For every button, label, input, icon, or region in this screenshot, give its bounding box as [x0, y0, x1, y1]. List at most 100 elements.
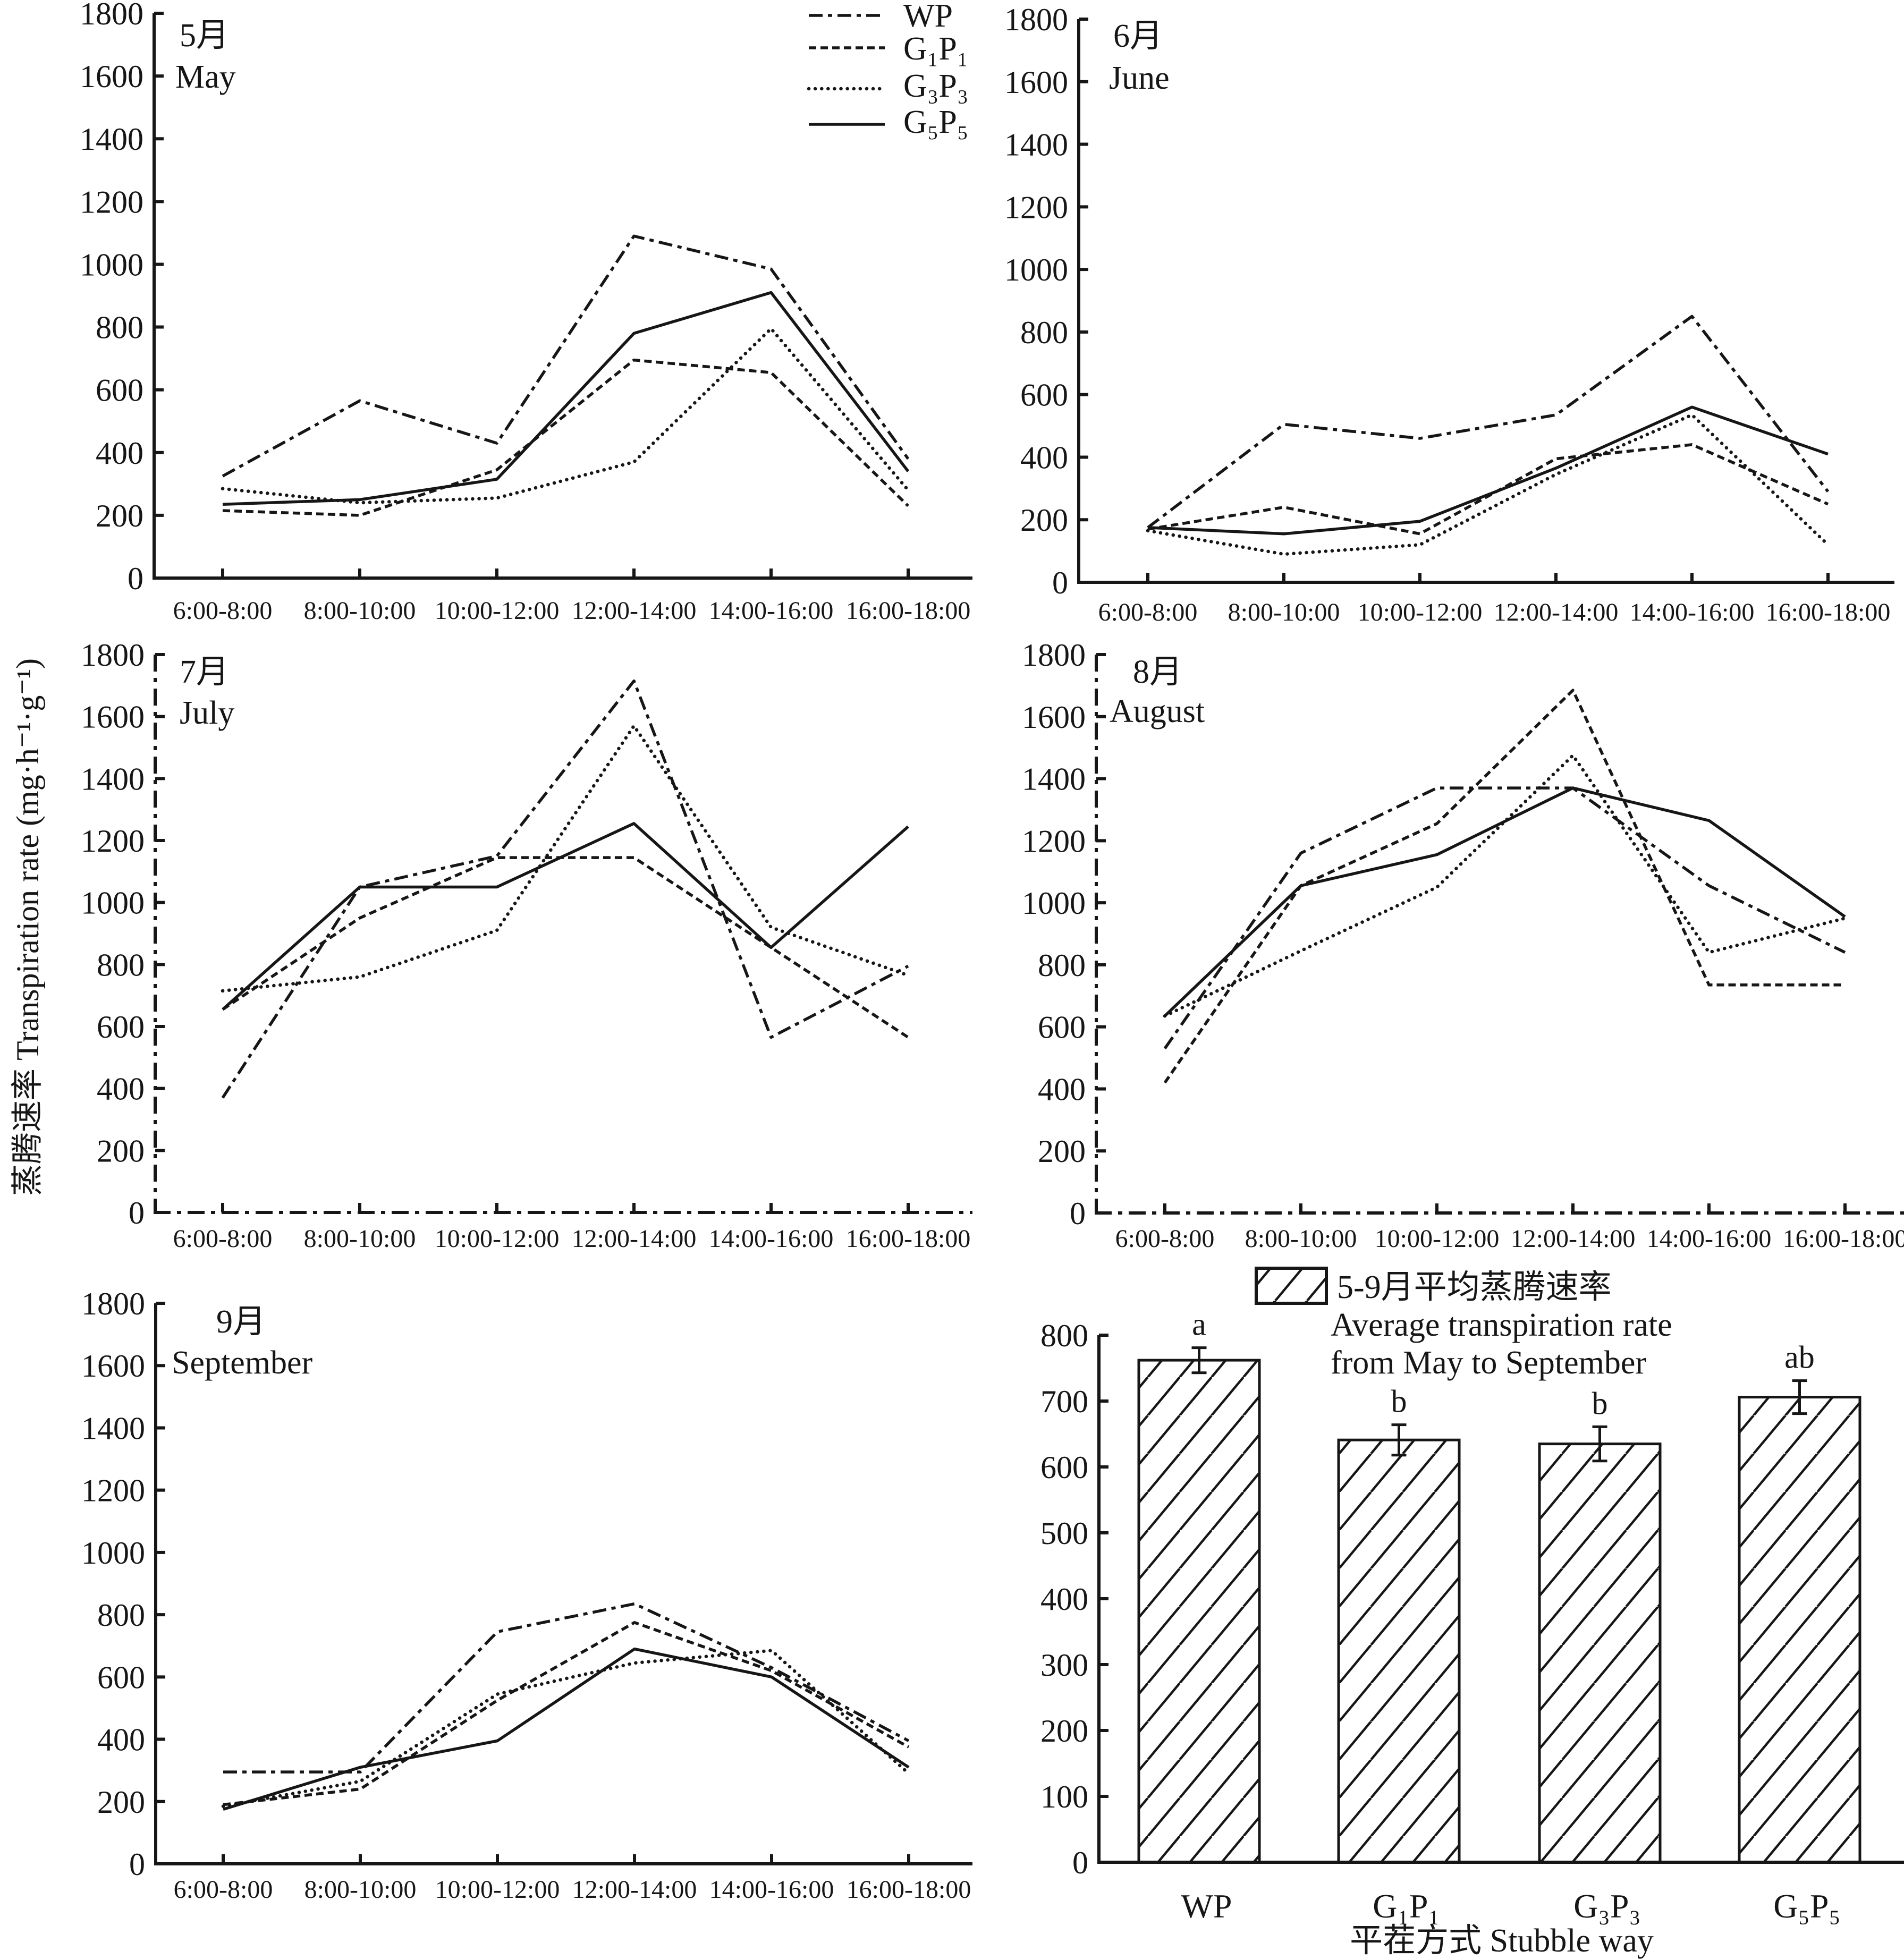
series-line-wp — [1147, 315, 1830, 529]
series-line-g3p3 — [1146, 413, 1830, 556]
x-tick-label: 10:00-12:00 — [435, 597, 560, 625]
y-tick-label: 0 — [1052, 565, 1068, 600]
y-tick-label: 1200 — [1004, 190, 1068, 225]
legend-item-wp: WP — [809, 0, 953, 34]
legend-item-g5p5: G₅P₅ — [809, 104, 969, 140]
y-tick-label: 400 — [1038, 1072, 1086, 1107]
y-tick-label: 600 — [97, 1009, 145, 1045]
bar-g3p3 — [1538, 1443, 1662, 1864]
y-tick-label: 200 — [96, 498, 143, 533]
x-tick-label: 12:00-14:00 — [572, 1876, 697, 1904]
x-tick-label: 12:00-14:00 — [1511, 1225, 1636, 1253]
x-tick-label: 14:00-16:00 — [709, 1876, 834, 1904]
line-chart-september: 0 200 400 600 800 1000 1200 1400 1600 1800 6:00-8:… — [81, 1286, 972, 1904]
y-tick-label: 400 — [1040, 1582, 1088, 1617]
y-tick-label: 0 — [129, 1847, 145, 1882]
panel-title: 9月 — [216, 1304, 266, 1340]
bar-g1p1 — [1337, 1438, 1461, 1864]
y-tick-label: 400 — [96, 436, 143, 471]
x-tick-label: 16:00-18:00 — [847, 1876, 971, 1904]
y-tick-label: 200 — [97, 1133, 145, 1168]
y-tick-label: 1600 — [81, 1348, 145, 1384]
y-tick-label: 600 — [96, 373, 143, 408]
y-tick-label: 1800 — [80, 0, 143, 31]
y-tick-label: 1600 — [81, 700, 145, 735]
y-tick-label: 1400 — [81, 1411, 145, 1446]
x-tick-label: 12:00-14:00 — [572, 597, 697, 625]
y-tick-label: 800 — [1040, 1318, 1088, 1353]
panel-subtitle: August — [1110, 693, 1205, 729]
y-tick-label: 0 — [1070, 1196, 1086, 1231]
y-tick-label: 0 — [129, 1195, 145, 1231]
y-tick-label: 600 — [1038, 1010, 1086, 1045]
x-tick-label: 6:00-8:00 — [174, 1876, 273, 1904]
y-tick-label: 800 — [1020, 315, 1068, 350]
x-tick-label: 8:00-10:00 — [304, 1225, 416, 1253]
x-tick-label: 6:00-8:00 — [173, 1225, 273, 1253]
y-tick-label: 800 — [96, 310, 143, 345]
y-tick-label: 1200 — [80, 184, 143, 219]
y-tick-label: 400 — [97, 1072, 145, 1107]
panel-subtitle: June — [1109, 60, 1170, 96]
x-tick-label: 12:00-14:00 — [572, 1225, 697, 1253]
series-line-g5p5 — [223, 1647, 910, 1811]
x-tick-label: G₃P₃ — [1573, 1887, 1640, 1925]
error-bar — [1792, 1379, 1807, 1415]
y-tick-label: 1000 — [81, 886, 145, 921]
y-tick-label: 600 — [97, 1660, 145, 1695]
x-tick-label: 10:00-12:00 — [435, 1876, 560, 1904]
legend-item-g3p3: G₃P₃ — [807, 68, 969, 104]
legend-label: G₃P₃ — [903, 68, 969, 104]
series-line-g5p5 — [222, 291, 910, 506]
y-axis-label: 蒸腾速率 Transpiration rate (mg·h⁻¹·g⁻¹) — [10, 658, 45, 1196]
series-line-wp — [221, 679, 909, 1099]
y-tick-label: 0 — [1072, 1845, 1088, 1880]
y-tick-label: 1000 — [80, 247, 143, 282]
error-bar — [1592, 1425, 1607, 1463]
y-tick-label: 1000 — [1004, 252, 1068, 287]
panel-title: 6月 — [1113, 18, 1163, 54]
significance-letter: a — [1192, 1307, 1206, 1342]
legend-label: WP — [903, 0, 953, 34]
y-tick-label: 800 — [97, 1598, 145, 1633]
y-tick-label: 1400 — [81, 761, 145, 796]
y-tick-label: 200 — [1040, 1713, 1088, 1749]
x-tick-label: 8:00-10:00 — [304, 597, 416, 625]
series-line-wp — [223, 1602, 910, 1774]
y-tick-label: 1600 — [80, 59, 143, 94]
error-bar — [1191, 1346, 1207, 1374]
line-chart-june: 0 200 400 600 800 1000 1200 1400 1600 1800 6:00-8:… — [1004, 2, 1894, 626]
x-tick-label: 6:00-8:00 — [1115, 1225, 1215, 1253]
x-tick-label: 10:00-12:00 — [1358, 598, 1483, 626]
x-tick-label: 14:00-16:00 — [1647, 1225, 1772, 1253]
series-line-wp — [1163, 786, 1846, 1050]
y-tick-label: 200 — [97, 1785, 145, 1820]
y-tick-label: 1800 — [1004, 2, 1068, 37]
series-line-g1p1 — [1163, 689, 1845, 1084]
series-line-g5p5 — [222, 822, 909, 1011]
x-tick-label: 10:00-12:00 — [1375, 1225, 1500, 1253]
bar-legend-title: 5-9月平均蒸腾速率 — [1337, 1269, 1612, 1305]
x-tick-label: 16:00-18:00 — [1783, 1225, 1904, 1253]
x-tick-label: 6:00-8:00 — [1098, 598, 1198, 626]
y-tick-label: 1600 — [1004, 65, 1068, 100]
line-chart-july: 0 200 400 600 800 1000 1200 1400 1600 1800 6:00-8:… — [81, 638, 972, 1253]
y-tick-label: 1000 — [81, 1535, 145, 1571]
y-tick-label: 400 — [97, 1723, 145, 1758]
x-tick-label: 16:00-18:00 — [1766, 598, 1891, 626]
significance-letter: b — [1391, 1384, 1407, 1419]
panel-title: 5月 — [180, 18, 229, 54]
x-tick-label: 14:00-16:00 — [709, 1225, 834, 1253]
line-chart-august: 0 200 400 600 800 1000 1200 1400 1600 1800 6:00-8:… — [1022, 638, 1904, 1253]
x-tick-label: 14:00-16:00 — [709, 597, 834, 625]
x-tick-label: G₁P₁ — [1373, 1887, 1440, 1925]
x-tick-label: 16:00-18:00 — [846, 597, 971, 625]
bar-g5p5 — [1738, 1396, 1861, 1864]
y-tick-label: 1800 — [81, 1286, 145, 1321]
y-tick-label: 800 — [1038, 948, 1086, 983]
significance-letter: ab — [1784, 1340, 1815, 1375]
x-tick-label: 8:00-10:00 — [1228, 598, 1340, 626]
y-tick-label: 300 — [1040, 1648, 1088, 1683]
